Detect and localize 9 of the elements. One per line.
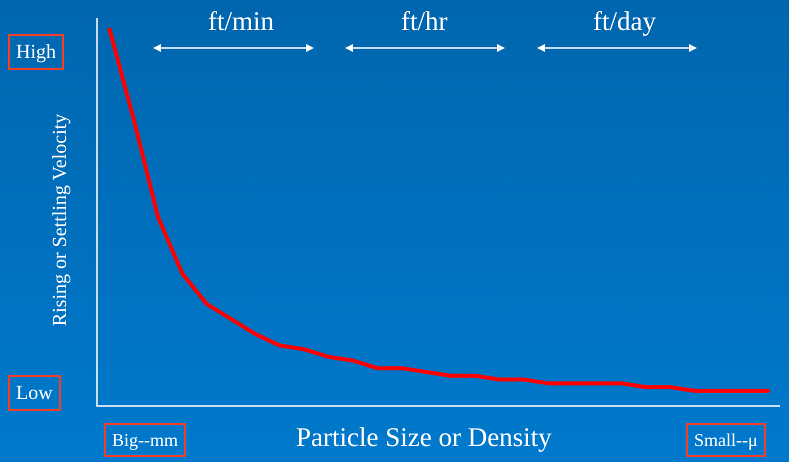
y-axis-title: Rising or Settling Velocity: [49, 114, 71, 326]
text: Small--μ: [686, 423, 766, 457]
text: Big--mm: [104, 423, 186, 457]
annotation: ft/hr: [401, 6, 448, 36]
annotation: ft/min: [208, 6, 274, 36]
text: High: [8, 34, 64, 70]
x-axis-title: Particle Size or Density: [296, 422, 552, 452]
annotation: ft/day: [593, 6, 656, 36]
text: Low: [8, 375, 61, 411]
